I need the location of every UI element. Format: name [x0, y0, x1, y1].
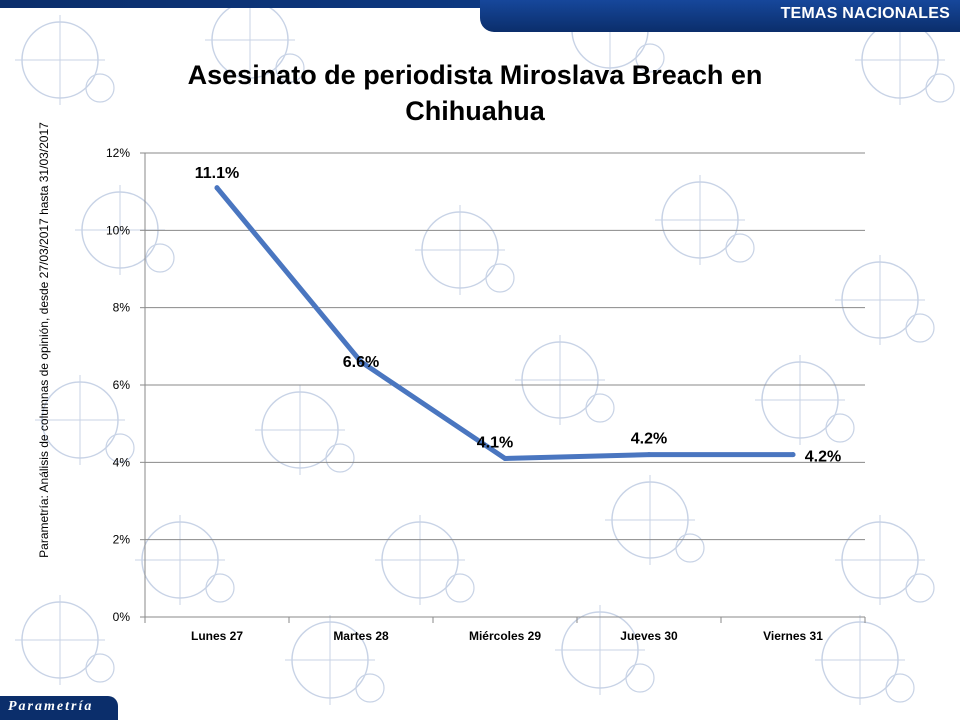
data-label: 6.6% [343, 354, 379, 371]
brand-footer: Parametría [0, 696, 118, 720]
chart-title: Asesinato de periodista Miroslava Breach… [187, 60, 763, 126]
x-tick-label: Martes 28 [333, 629, 389, 643]
bg-circle [585, 393, 615, 423]
y-tick-label: 2% [113, 533, 131, 547]
bg-circle [325, 443, 355, 473]
x-tick-label: Jueves 30 [620, 629, 678, 643]
bg-circle [885, 673, 915, 703]
series-group [214, 185, 796, 461]
bg-circle [445, 573, 475, 603]
data-point [790, 452, 796, 458]
data-point [358, 359, 364, 365]
y-tick-label: 6% [113, 378, 131, 392]
brand-logo: Parametría [8, 699, 94, 714]
data-point [214, 185, 220, 191]
bg-circle [635, 43, 665, 73]
x-tick-label: Lunes 27 [191, 629, 243, 643]
section-tab: TEMAS NACIONALES [480, 0, 960, 32]
x-tick-label: Miércoles 29 [469, 629, 541, 643]
x-tick-label: Viernes 31 [763, 629, 823, 643]
bg-circle [145, 243, 175, 273]
data-labels: 11.1% 6.6% 4.1% 4.2% 4.2% [195, 165, 841, 466]
bg-circle [905, 313, 935, 343]
y-tick-label: 4% [113, 455, 131, 469]
bg-circle [205, 573, 235, 603]
bg-circle [925, 73, 955, 103]
data-point [646, 452, 652, 458]
bg-circle [485, 263, 515, 293]
x-axis: Lunes 27 Martes 28 Miércoles 29 Jueves 30 Vi… [144, 153, 866, 643]
bg-circle [355, 673, 385, 703]
y-tick-label: 0% [113, 610, 131, 624]
bg-circle [85, 653, 115, 683]
bg-circle [105, 433, 135, 463]
bg-circle [275, 53, 305, 83]
data-label: 11.1% [195, 165, 239, 182]
bg-circle [905, 573, 935, 603]
section-tag: TEMAS NACIONALES [780, 5, 950, 22]
bg-circle [85, 73, 115, 103]
y-tick-label: 10% [106, 223, 130, 237]
data-label: 4.2% [805, 449, 841, 466]
y-tick-label: 8% [113, 301, 131, 315]
data-label: 4.1% [477, 434, 513, 451]
bg-circle [725, 233, 755, 263]
grid-lines [145, 152, 865, 618]
bg-circle [825, 413, 855, 443]
bg-circle [675, 533, 705, 563]
data-point [502, 455, 508, 461]
y-tick-label: 12% [106, 146, 130, 160]
data-label: 4.2% [631, 431, 667, 448]
series-line [214, 185, 796, 461]
bg-circle [625, 663, 655, 693]
y-axis-ticks: 0% 2% 4% 6% 8% 10% 12% [106, 146, 145, 624]
